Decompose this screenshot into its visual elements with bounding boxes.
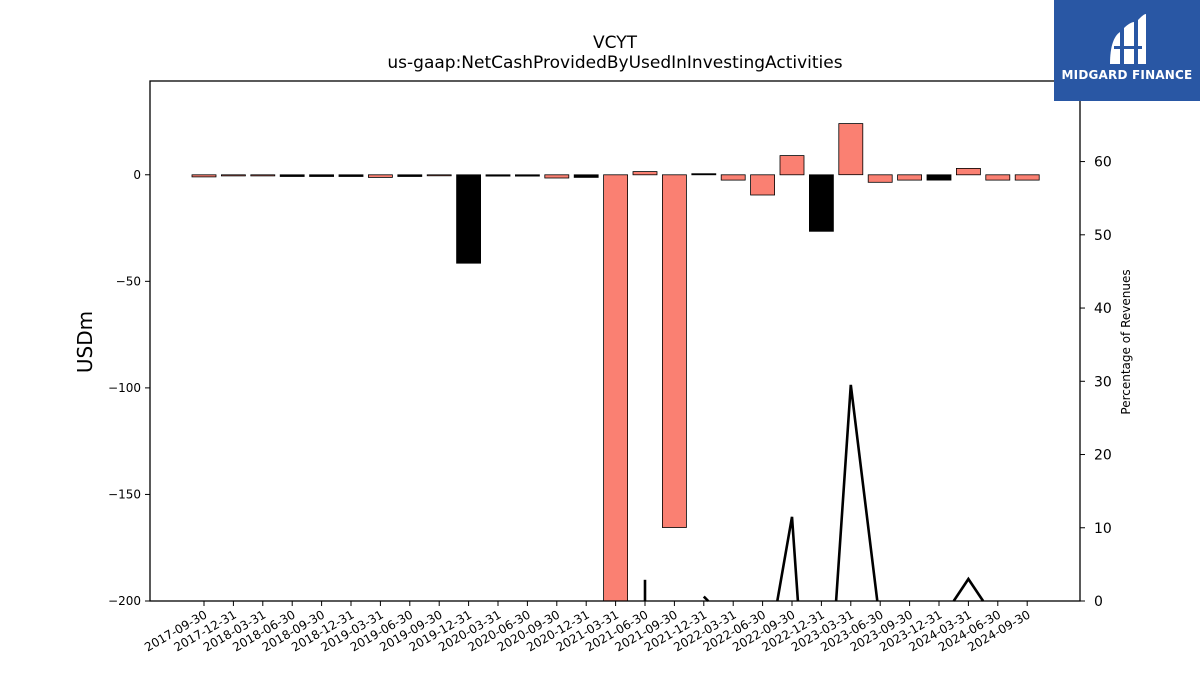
pct-line-segment-1 — [702, 595, 710, 602]
bar-2018-03-31 — [250, 174, 276, 177]
bar-2024-06-30 — [985, 174, 1011, 181]
bar-2020-12-31 — [573, 174, 599, 178]
y2-tick-label: 40 — [1094, 301, 1112, 317]
y-axis-right: 0 10 20 30 40 50 60 — [1080, 155, 1112, 610]
y-axis-left: 0 −50 −100 −150 −200 — [108, 168, 150, 608]
bar-2018-12-31 — [338, 174, 364, 177]
bar-2018-09-30 — [309, 174, 335, 177]
bar-2021-03-31 — [603, 174, 628, 602]
bar-2024-03-31 — [956, 167, 981, 176]
y-axis-label: USDm — [73, 311, 97, 373]
chart-subtitle: us-gaap:NetCashProvidedByUsedInInvesting… — [387, 53, 842, 73]
y-tick-label: −150 — [108, 487, 141, 501]
y2-tick-label: 10 — [1094, 521, 1112, 537]
bar-2021-09-30 — [662, 174, 687, 528]
midgard-finance-logo: MIDGARD FINANCE — [1054, 0, 1200, 101]
bar-2017-12-31 — [220, 174, 246, 177]
bar-2020-03-31 — [485, 174, 511, 177]
bar-2023-12-31 — [926, 174, 952, 181]
y-tick-label: −100 — [108, 381, 141, 395]
logo-mark-icon — [1110, 14, 1146, 64]
plot-frame — [149, 80, 1081, 602]
bar-2019-03-31 — [367, 174, 393, 178]
bar-2023-03-31 — [838, 123, 864, 176]
y-tick-label: −50 — [116, 274, 141, 288]
y2-tick-label: 60 — [1094, 155, 1112, 171]
y2-axis-label: Percentage of Revenues — [1119, 269, 1133, 414]
bar-2021-06-30 — [632, 171, 658, 176]
bar-2019-06-30 — [397, 174, 423, 177]
x-axis: 2017-09-302017-12-312018-03-312018-06-30… — [142, 601, 1033, 654]
chart-title: VCYT — [593, 33, 638, 53]
logo-text: MIDGARD FINANCE — [1061, 68, 1193, 82]
y2-tick-label: 20 — [1094, 448, 1112, 464]
bar-2019-12-31 — [456, 174, 482, 264]
y2-tick-label: 0 — [1094, 594, 1103, 610]
bar-2022-12-31 — [809, 174, 834, 232]
bar-2020-09-30 — [544, 174, 570, 179]
y-tick-label: −200 — [108, 594, 141, 608]
pct-line-segment-2 — [776, 516, 800, 602]
bar-2017-09-30 — [191, 174, 217, 178]
bar-2022-06-30 — [750, 174, 775, 196]
pct-line-segment-4 — [952, 576, 985, 602]
bar-2020-06-30 — [515, 174, 540, 177]
bar-2019-09-30 — [426, 174, 452, 177]
bar-series — [191, 123, 1040, 602]
y-tick-label: 0 — [133, 168, 141, 182]
bar-2023-06-30 — [867, 174, 893, 183]
bar-2022-03-31 — [720, 174, 746, 181]
y2-tick-label: 50 — [1094, 228, 1112, 244]
bar-2022-09-30 — [779, 155, 805, 176]
line-series — [643, 384, 985, 602]
bar-2024-09-30 — [1014, 174, 1040, 181]
bar-2023-09-30 — [897, 174, 922, 181]
bar-2018-06-30 — [279, 174, 305, 177]
pct-line-segment-3 — [834, 384, 879, 602]
y2-tick-label: 30 — [1094, 374, 1112, 390]
bar-2021-12-31 — [691, 173, 717, 176]
